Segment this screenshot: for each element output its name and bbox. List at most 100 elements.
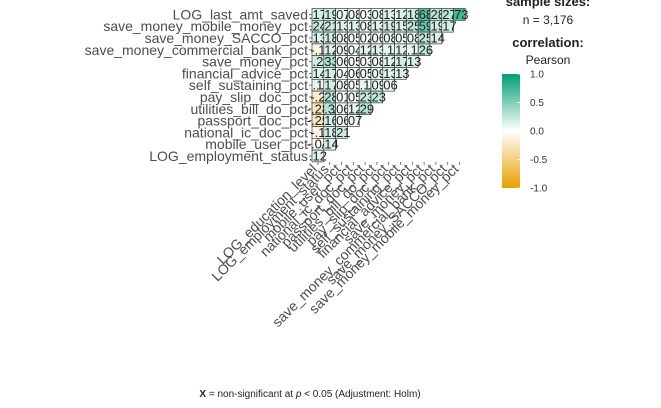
cell-value-label: -.1 — [310, 125, 325, 140]
cell-value-label: .12 — [380, 54, 398, 69]
legend-tick-label: -1.0 — [530, 184, 548, 195]
cell-value-label: .08 — [332, 78, 350, 93]
cell-value-label: -.1 — [310, 42, 325, 57]
cell-value-label: .13 — [403, 54, 421, 69]
cell-value-label: .3 — [324, 101, 335, 116]
cell-value-label: .12 — [391, 7, 409, 22]
heatmap-cells: .17.19.07.08.03.08.13.12.18.68.28.27.73.… — [307, 7, 469, 164]
cell-value-label: .09 — [368, 66, 386, 81]
cell-value-label: .19 — [427, 19, 445, 34]
row-label: save_money_commercial_bank_pct — [85, 42, 308, 58]
cell-value-label: .13 — [332, 19, 350, 34]
cell-value-label: .12 — [356, 42, 374, 57]
cell-value-label: .08 — [332, 31, 350, 46]
footnote: X = non-significant at p < 0.05 (Adjustm… — [0, 389, 620, 400]
cell-value-label: .14 — [309, 66, 327, 81]
legend-tick-label: -0.5 — [530, 155, 548, 166]
cell-value-label: .05 — [344, 90, 362, 105]
footnote-threshold: < 0.05 (Adjustment: Holm) — [301, 389, 421, 400]
legend-tick-label: 0.5 — [530, 98, 544, 109]
cell-value-label: .15 — [391, 19, 409, 34]
cell-value-label: .06 — [344, 66, 362, 81]
row-label: self_sustaining_pct — [189, 77, 308, 93]
cell-value-label: .21 — [321, 19, 339, 34]
cell-value-label: .13 — [344, 19, 362, 34]
cell-value-label: .03 — [356, 54, 374, 69]
cell-value-label: .13 — [380, 66, 398, 81]
cell-value-label: .08 — [356, 19, 374, 34]
cell-value-label: .06 — [332, 54, 350, 69]
cell-value-label: .02 — [356, 31, 374, 46]
cell-value-label: .23 — [356, 90, 374, 105]
legend-tick-label: 1.0 — [530, 70, 544, 81]
heatmap-cell — [347, 114, 360, 127]
cell-value-label: .28 — [321, 90, 339, 105]
cell-value-label: .07 — [332, 7, 350, 22]
cell-value-label: .05 — [344, 31, 362, 46]
cell-value-label: .28 — [427, 7, 445, 22]
legend-correlation-title: correlation: — [512, 35, 584, 50]
column-labels: LOG_education_levelLOG_employment_status… — [208, 161, 461, 330]
row-label: passport_doc_pct — [197, 113, 308, 129]
cell-value-label: .33 — [321, 54, 339, 69]
cell-value-label: .1 — [312, 78, 323, 93]
cell-value-label: .06 — [332, 113, 350, 128]
cell-value-label: .26 — [415, 42, 433, 57]
cell-value-label: .04 — [344, 42, 362, 57]
row-labels: LOG_last_amt_savedsave_money_mobile_mone… — [85, 6, 312, 164]
legend-sample-size: n = 3,176 — [523, 13, 574, 27]
cell-value-label: .17 — [309, 7, 327, 22]
cell-value-label: .06 — [332, 101, 350, 116]
cell-value-label: .13 — [380, 7, 398, 22]
row-label: save_money_SACCO_pct — [145, 30, 309, 46]
heatmap-cell — [382, 79, 395, 92]
row-label: pay_slip_doc_pct — [200, 89, 308, 105]
cell-value-label: .05 — [344, 78, 362, 93]
cell-value-label: .08 — [403, 31, 421, 46]
cell-value-label: .06 — [368, 31, 386, 46]
footnote-text: = non-significant at — [206, 389, 296, 400]
row-label: save_money_pct — [202, 54, 308, 70]
cell-value-label: .04 — [332, 66, 350, 81]
cell-value-label: .17 — [321, 78, 339, 93]
legend-method: Pearson — [526, 53, 571, 67]
cell-value-label: .07 — [344, 113, 362, 128]
cell-value-label: .1 — [383, 42, 394, 57]
cell-value-label: .05 — [391, 31, 409, 46]
cell-value-label: .12 — [321, 42, 339, 57]
cell-value-label: .01 — [332, 90, 350, 105]
legend-tick-label: 0.0 — [530, 127, 544, 138]
heatmap-cell — [453, 8, 466, 21]
heatmap-cell — [441, 19, 454, 33]
cell-value-label: .25 — [415, 31, 433, 46]
row-label: LOG_last_amt_saved — [173, 6, 308, 22]
cell-value-label: .18 — [403, 7, 421, 22]
row-label: mobile_user_pct — [205, 136, 308, 152]
cell-value-label: .1 — [360, 78, 371, 93]
cell-value-label: .14 — [321, 137, 339, 152]
cell-value-label: .68 — [415, 7, 433, 22]
cell-value-label: .18 — [321, 31, 339, 46]
cell-value-label: .08 — [380, 31, 398, 46]
heatmap-cell — [417, 43, 431, 57]
cell-value-label: .19 — [380, 19, 398, 34]
row-label: save_money_mobile_money_pct — [103, 18, 308, 34]
cell-value-label: .14 — [427, 31, 445, 46]
cell-value-label: .27 — [439, 7, 457, 22]
cell-value-label: .08 — [368, 7, 386, 22]
cell-value-label: .23 — [368, 90, 386, 105]
cell-value-label: .05 — [356, 66, 374, 81]
cell-value-label: .12 — [344, 101, 362, 116]
heatmap-cell — [429, 31, 443, 45]
cell-value-label: .59 — [415, 19, 433, 34]
heatmap-cell — [335, 126, 348, 139]
cell-value-label: .05 — [344, 54, 362, 69]
cell-value-label: .13 — [368, 42, 386, 57]
cell-value-label: .12 — [309, 149, 327, 164]
heatmap-cell — [323, 138, 336, 151]
cell-value-label: .13 — [391, 66, 409, 81]
footnote-x-mark: X — [199, 389, 207, 400]
legend-sample-title: sample sizes: — [506, 0, 591, 9]
legend: sample sizes: n = 3,176 correlation: Pea… — [502, 0, 590, 195]
